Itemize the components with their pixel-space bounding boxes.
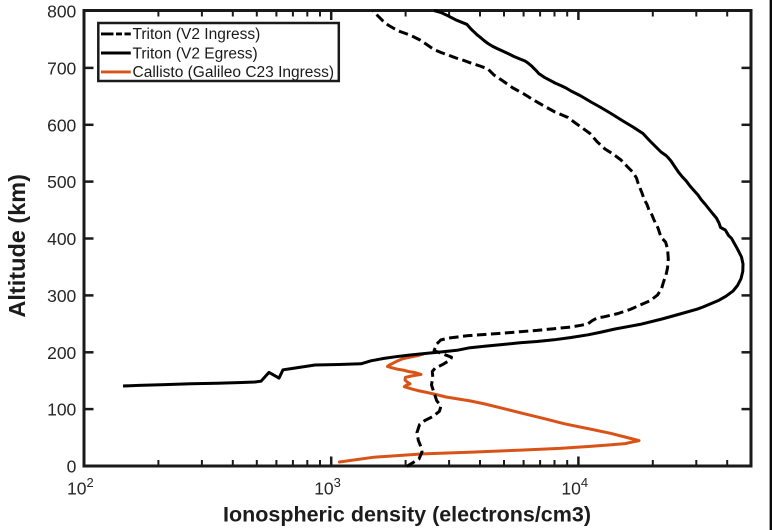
svg-text:Altitude (km): Altitude (km) (4, 174, 30, 318)
svg-text:Callisto (Galileo C23 Ingress): Callisto (Galileo C23 Ingress) (133, 64, 335, 81)
svg-text:700: 700 (47, 58, 76, 78)
svg-text:Triton (V2 Ingress): Triton (V2 Ingress) (133, 26, 261, 43)
svg-text:Triton (V2 Egress): Triton (V2 Egress) (133, 45, 258, 62)
svg-text:300: 300 (47, 286, 76, 306)
svg-text:500: 500 (47, 172, 76, 192)
svg-text:Ionospheric density (electrons: Ionospheric density (electrons/cm3) (223, 503, 591, 527)
svg-text:0: 0 (67, 457, 77, 477)
svg-text:100: 100 (47, 400, 76, 420)
svg-text:400: 400 (47, 229, 76, 249)
svg-text:600: 600 (47, 115, 76, 135)
svg-text:200: 200 (47, 343, 76, 363)
svg-text:800: 800 (47, 2, 76, 22)
